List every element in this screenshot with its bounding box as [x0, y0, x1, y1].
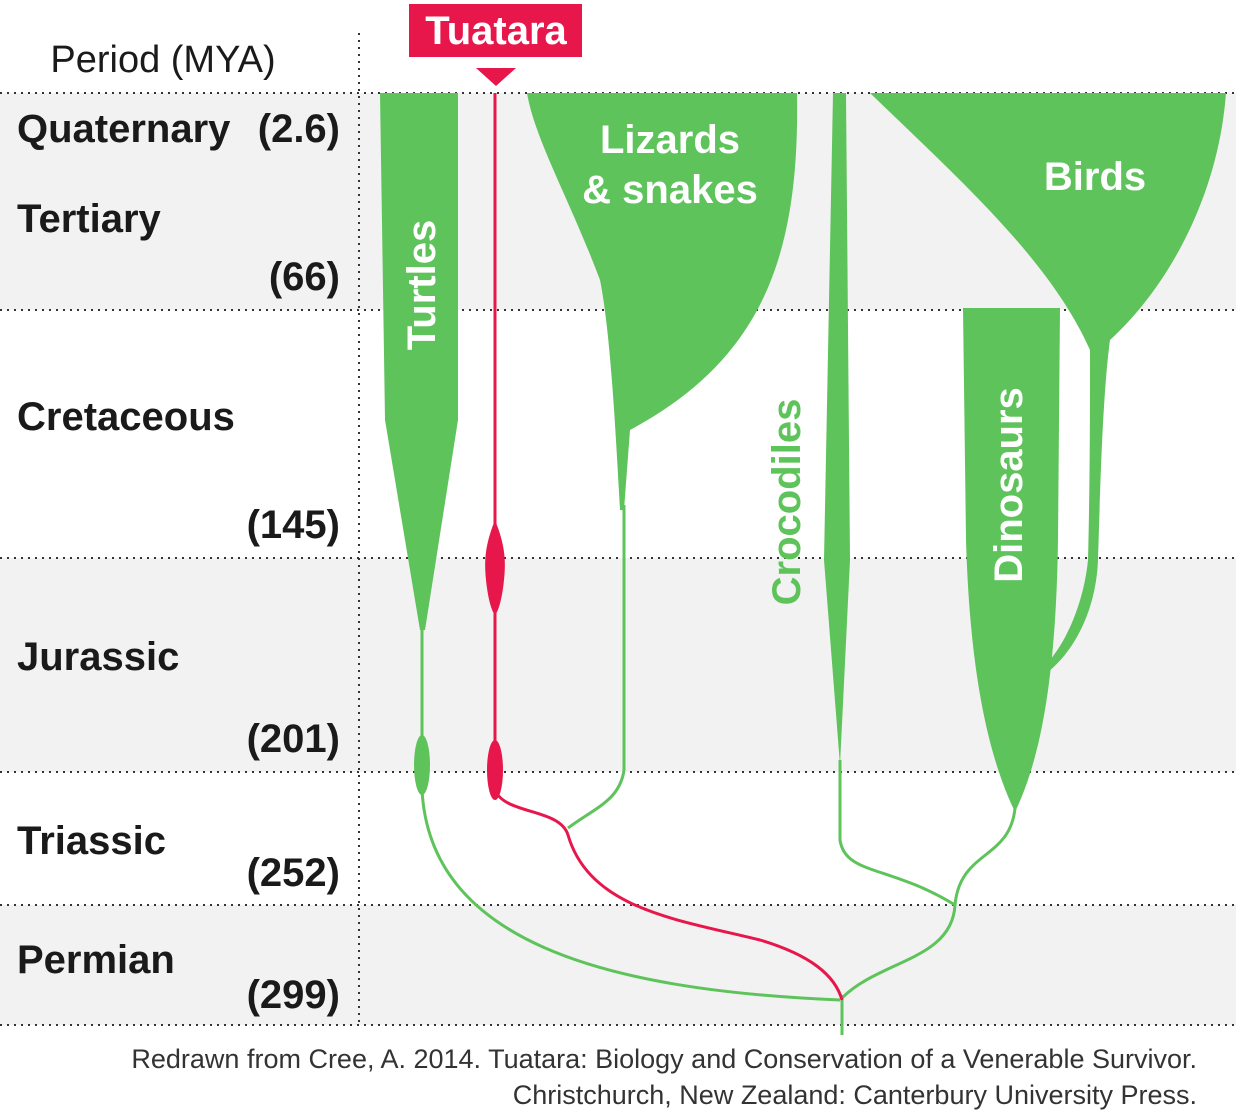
green-connectors	[420, 505, 1017, 1035]
lizards-branch	[527, 93, 798, 510]
lizards-label-line1: Lizards	[600, 118, 740, 162]
crocodiles-label: Crocodiles	[765, 399, 809, 606]
crocodiles-branch	[824, 93, 850, 765]
crocodiles-stem	[838, 760, 956, 907]
turtles-branch	[380, 93, 458, 630]
period-mya-jurassic: (201)	[247, 717, 340, 761]
period-name-tertiary: Tertiary	[17, 197, 162, 241]
tuatara-node-upper	[485, 520, 505, 615]
turtles-label: Turtles	[400, 220, 444, 350]
green-lineages	[380, 93, 1226, 812]
birds-label: Birds	[1044, 155, 1146, 199]
lizards-label-line2: & snakes	[582, 168, 758, 212]
tuatara-node-lower	[487, 740, 503, 800]
lizards-stem	[567, 505, 626, 830]
band-permian	[0, 905, 1236, 1025]
lineage-labels: Turtles Lizards & snakes Crocodiles Dino…	[400, 118, 1146, 605]
birds-branch	[870, 93, 1226, 672]
period-mya-quaternary: (2.6)	[258, 107, 340, 151]
dinosaurs-label: Dinosaurs	[987, 387, 1031, 583]
period-mya-tertiary: (66)	[269, 255, 340, 299]
tuatara-pointer	[476, 68, 516, 86]
period-name-cretaceous: Cretaceous	[17, 395, 235, 439]
source-credit-line2: Christchurch, New Zealand: Canterbury Un…	[513, 1080, 1197, 1110]
period-labels: Quaternary (2.6) Tertiary (66) Cretaceou…	[17, 107, 340, 1017]
source-credit: Redrawn from Cree, A. 2014. Tuatara: Bio…	[131, 1044, 1197, 1110]
period-mya-cretaceous: (145)	[247, 503, 340, 547]
period-header: Period (MYA)	[50, 39, 275, 81]
period-name-jurassic: Jurassic	[17, 635, 179, 679]
source-credit-line1: Redrawn from Cree, A. 2014. Tuatara: Bio…	[131, 1044, 1197, 1074]
band-triassic	[0, 772, 1236, 905]
turtles-stem	[420, 620, 841, 1002]
period-name-triassic: Triassic	[17, 819, 166, 863]
tuatara-label-box	[409, 4, 582, 57]
dinosaurs-stem	[953, 807, 1017, 906]
tuatara-stem	[493, 789, 844, 1001]
tuatara-label: Tuatara	[425, 9, 567, 53]
tuatara-lineage	[409, 4, 844, 1001]
period-name-quaternary: Quaternary	[17, 107, 231, 151]
period-name-permian: Permian	[17, 938, 175, 982]
dinosaurs-branch	[963, 308, 1060, 812]
archosaur-stem	[840, 904, 957, 1000]
period-mya-triassic: (252)	[247, 851, 340, 895]
period-mya-permian: (299)	[247, 973, 340, 1017]
